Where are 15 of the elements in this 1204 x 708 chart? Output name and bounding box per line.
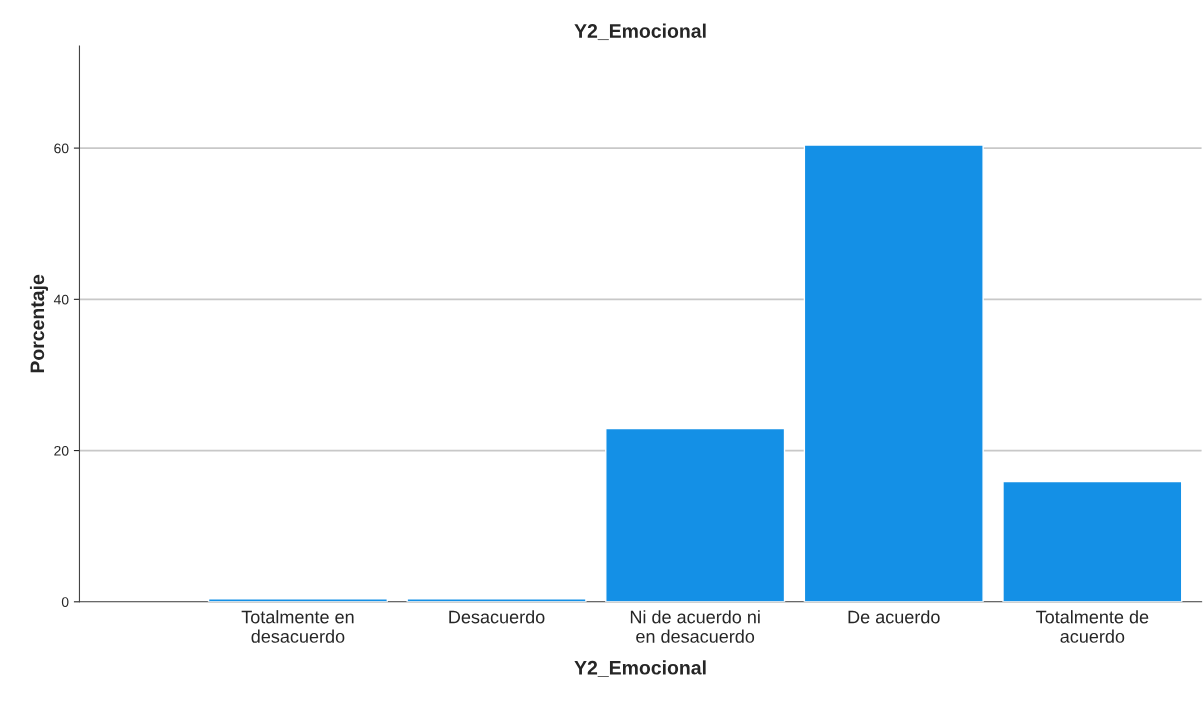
y-tick-label: 60 (54, 143, 69, 154)
bar (803, 144, 984, 602)
x-tick-label: De acuerdo (848, 610, 940, 624)
y-tick-label: 20 (54, 445, 69, 456)
y-tick-label: 0 (61, 597, 69, 607)
chart-title: Y2_Emocional (574, 23, 706, 41)
x-tick-label: Ni de acuerdo ni en desacuerdo (630, 610, 760, 643)
y-tick-label: 40 (53, 294, 69, 305)
x-axis-title: Y2_Emocional (574, 660, 706, 677)
x-tick-label: Desacuerdo (449, 610, 545, 624)
x-tick-label: Totalmente de acuerdo (1036, 610, 1149, 643)
y-axis-title: Porcentaje (29, 274, 49, 373)
bar (1002, 480, 1183, 602)
x-tick-label: Totalmente en desacuerdo (241, 610, 354, 643)
bar (605, 427, 786, 602)
